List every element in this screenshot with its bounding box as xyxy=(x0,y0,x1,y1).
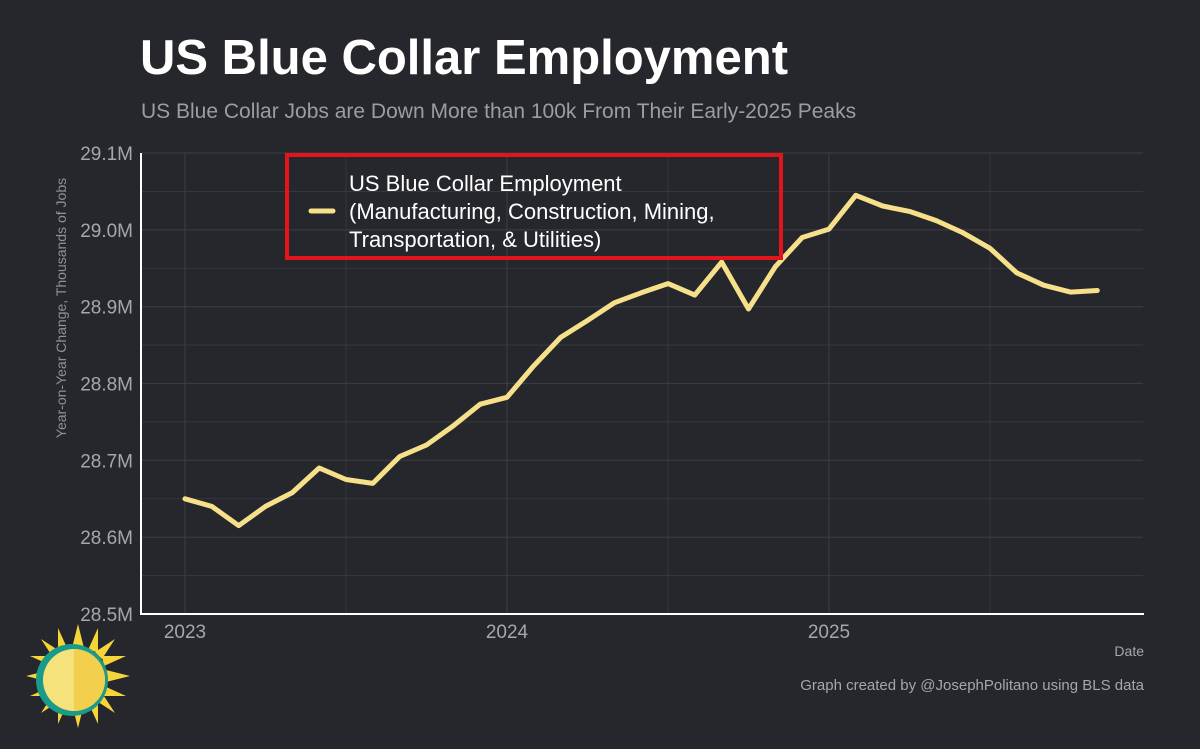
legend-label: (Manufacturing, Construction, Mining, xyxy=(349,199,715,224)
y-axis-title: Year-on-Year Change, Thousands of Jobs xyxy=(53,178,69,438)
x-tick-label: 2025 xyxy=(808,622,850,643)
chart-subtitle: US Blue Collar Jobs are Down More than 1… xyxy=(141,100,857,123)
x-tick-label: 2023 xyxy=(164,622,206,643)
credit-text: Graph created by @JosephPolitano using B… xyxy=(800,677,1144,694)
x-tick-label: 2024 xyxy=(486,622,529,643)
y-tick-label: 28.5M xyxy=(80,605,133,626)
x-axis-title: Date xyxy=(1114,643,1144,659)
legend-label: Transportation, & Utilities) xyxy=(349,227,601,252)
x-axis: 2023 2024 2025 xyxy=(164,622,850,643)
chart-title: US Blue Collar Employment xyxy=(140,31,789,85)
y-axis: 28.5M 28.6M 28.7M 28.8M 28.9M 29.0M 29.1M xyxy=(80,144,133,626)
legend-label: US Blue Collar Employment xyxy=(349,171,622,196)
legend: US Blue Collar Employment (Manufacturing,… xyxy=(285,153,783,260)
y-tick-label: 29.1M xyxy=(80,144,133,165)
legend-highlight-box xyxy=(285,153,783,260)
svg-text:US Blue Collar Employment(Manu: US Blue Collar Employment (Manufacturing,… xyxy=(349,171,715,252)
series-line xyxy=(182,192,1100,529)
y-tick-label: 28.6M xyxy=(80,528,133,549)
y-tick-label: 28.8M xyxy=(80,375,133,396)
y-tick-label: 28.9M xyxy=(80,298,133,319)
sun-icon xyxy=(26,624,130,728)
y-tick-label: 28.7M xyxy=(80,451,133,472)
y-tick-label: 29.0M xyxy=(80,221,133,242)
